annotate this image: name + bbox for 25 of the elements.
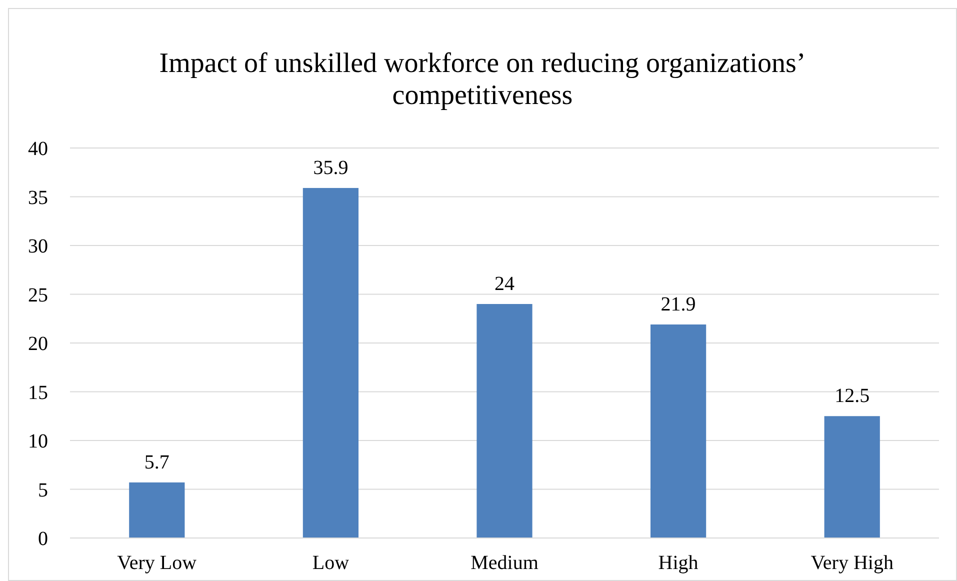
data-label: 21.9 [660,293,696,316]
x-tick-label: Very High [810,552,894,574]
x-tick-label: Very Low [117,552,198,574]
bar [824,416,880,538]
data-label: 12.5 [834,385,870,408]
bar [650,324,706,538]
bar [129,482,185,538]
x-tick-label: High [658,552,698,574]
y-tick-label: 30 [28,236,48,258]
y-tick-label: 35 [28,186,48,209]
y-tick-label: 5 [38,479,48,502]
y-tick-label: 0 [38,528,48,550]
bar [476,304,532,538]
bar [302,188,359,538]
data-label: 35.9 [313,156,348,179]
x-tick-label: Medium [470,552,539,574]
chart-title: Impact of unskilled workforce on reducing organizations’ competitiveness [159,48,806,111]
y-tick-label: 40 [28,138,48,160]
data-label: 5.7 [144,451,170,474]
y-tick-label: 10 [28,430,48,452]
y-tick-label: 25 [28,284,48,306]
y-tick-label: 20 [28,333,48,355]
x-tick-label: Low [312,552,350,574]
data-label: 24 [494,273,514,295]
y-tick-label: 15 [28,382,48,404]
